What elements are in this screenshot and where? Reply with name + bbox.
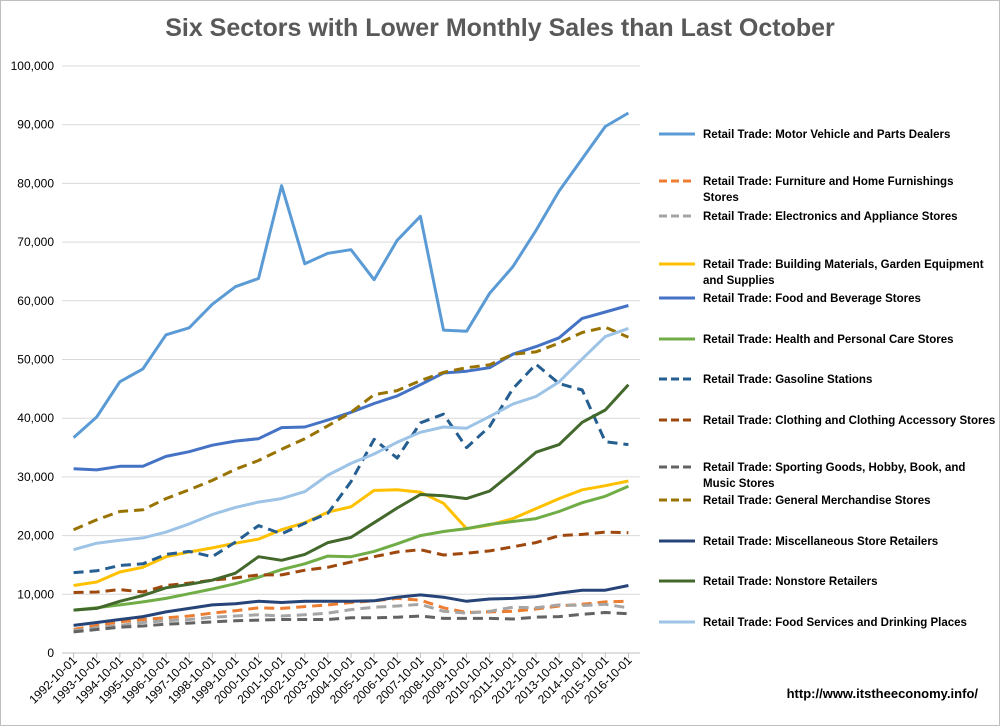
- legend-label: Music Stores: [703, 478, 775, 490]
- legend-label: Retail Trade: Furniture and Home Furnish…: [703, 176, 953, 188]
- y-tick-label: 10,000: [17, 587, 54, 601]
- legend-label: Retail Trade: General Merchandise Stores: [703, 495, 931, 507]
- y-tick-label: 50,000: [17, 353, 54, 367]
- legend-label: Retail Trade: Food Services and Drinking…: [703, 617, 967, 629]
- legend-label: Retail Trade: Motor Vehicle and Parts De…: [703, 129, 950, 141]
- y-tick-label: 70,000: [17, 235, 54, 249]
- series-line: [73, 362, 629, 575]
- x-axis: 1992-10-011993-10-011994-10-011995-10-01…: [26, 652, 640, 707]
- series-lines: [72, 111, 630, 634]
- legend-label: Retail Trade: Electronics and Appliance …: [703, 211, 958, 223]
- series-line: [73, 530, 629, 594]
- series-line: [73, 479, 629, 587]
- series-line: [73, 383, 630, 612]
- series-line: [73, 611, 629, 634]
- series-line: [73, 325, 629, 532]
- series-line: [73, 584, 629, 627]
- y-tick-label: 40,000: [17, 411, 54, 425]
- legend-label: Retail Trade: Building Materials, Garden…: [703, 259, 984, 271]
- y-tick-label: 100,000: [11, 59, 55, 73]
- series-line: [73, 304, 629, 472]
- y-tick-label: 20,000: [17, 529, 54, 543]
- y-tick-label: 80,000: [17, 176, 54, 190]
- y-tick-label: 90,000: [17, 118, 54, 132]
- legend-label: Retail Trade: Health and Personal Care S…: [703, 334, 954, 346]
- legend-label: Retail Trade: Miscellaneous Store Retail…: [703, 536, 938, 548]
- legend-label: Retail Trade: Food and Beverage Stores: [703, 293, 921, 305]
- legend-label: Retail Trade: Gasoline Stations: [703, 374, 872, 386]
- series-line: [73, 602, 629, 633]
- y-tick-label: 0: [47, 646, 54, 660]
- legend-label: and Supplies: [703, 275, 775, 287]
- legend-label: Retail Trade: Clothing and Clothing Acce…: [703, 415, 995, 427]
- series-line: [73, 326, 629, 552]
- legend-label: Retail Trade: Nonstore Retailers: [703, 576, 877, 588]
- y-tick-label: 60,000: [17, 294, 54, 308]
- legend-label: Stores: [703, 192, 739, 204]
- series-line: [72, 111, 630, 439]
- y-axis: 0 10,000 20,000 30,000 40,000 50,000 60,000 70,…: [11, 59, 55, 660]
- y-tick-label: 30,000: [17, 470, 54, 484]
- source-url: http://www.itstheeconomy.info/: [786, 686, 978, 701]
- legend: Retail Trade: Motor Vehicle and Parts De…: [659, 129, 995, 629]
- chart-title: Six Sectors with Lower Monthly Sales tha…: [165, 14, 835, 42]
- series-line: [73, 484, 629, 612]
- legend-label: Retail Trade: Sporting Goods, Hobby, Boo…: [703, 462, 965, 474]
